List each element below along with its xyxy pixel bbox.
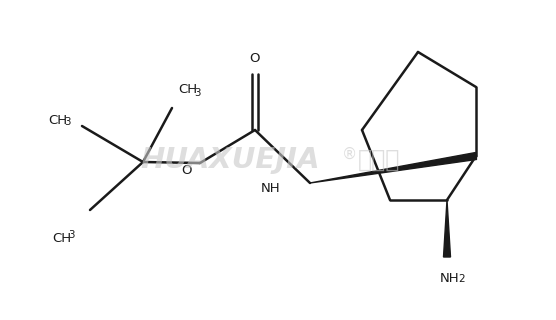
Text: CH: CH — [52, 232, 71, 245]
Text: 3: 3 — [194, 88, 201, 98]
Text: O: O — [181, 164, 192, 177]
Text: ®: ® — [342, 147, 358, 162]
Text: CH: CH — [178, 83, 197, 96]
Polygon shape — [310, 153, 476, 183]
Text: CH: CH — [48, 114, 67, 126]
Text: NH: NH — [440, 272, 460, 285]
Text: 化学加: 化学加 — [358, 148, 400, 172]
Text: O: O — [250, 52, 260, 65]
Text: NH: NH — [260, 181, 280, 195]
Text: 3: 3 — [64, 117, 71, 127]
Text: 2: 2 — [458, 274, 465, 284]
Text: HUAXUEJIA: HUAXUEJIA — [140, 146, 320, 174]
Text: 3: 3 — [68, 230, 75, 240]
Polygon shape — [444, 200, 450, 257]
